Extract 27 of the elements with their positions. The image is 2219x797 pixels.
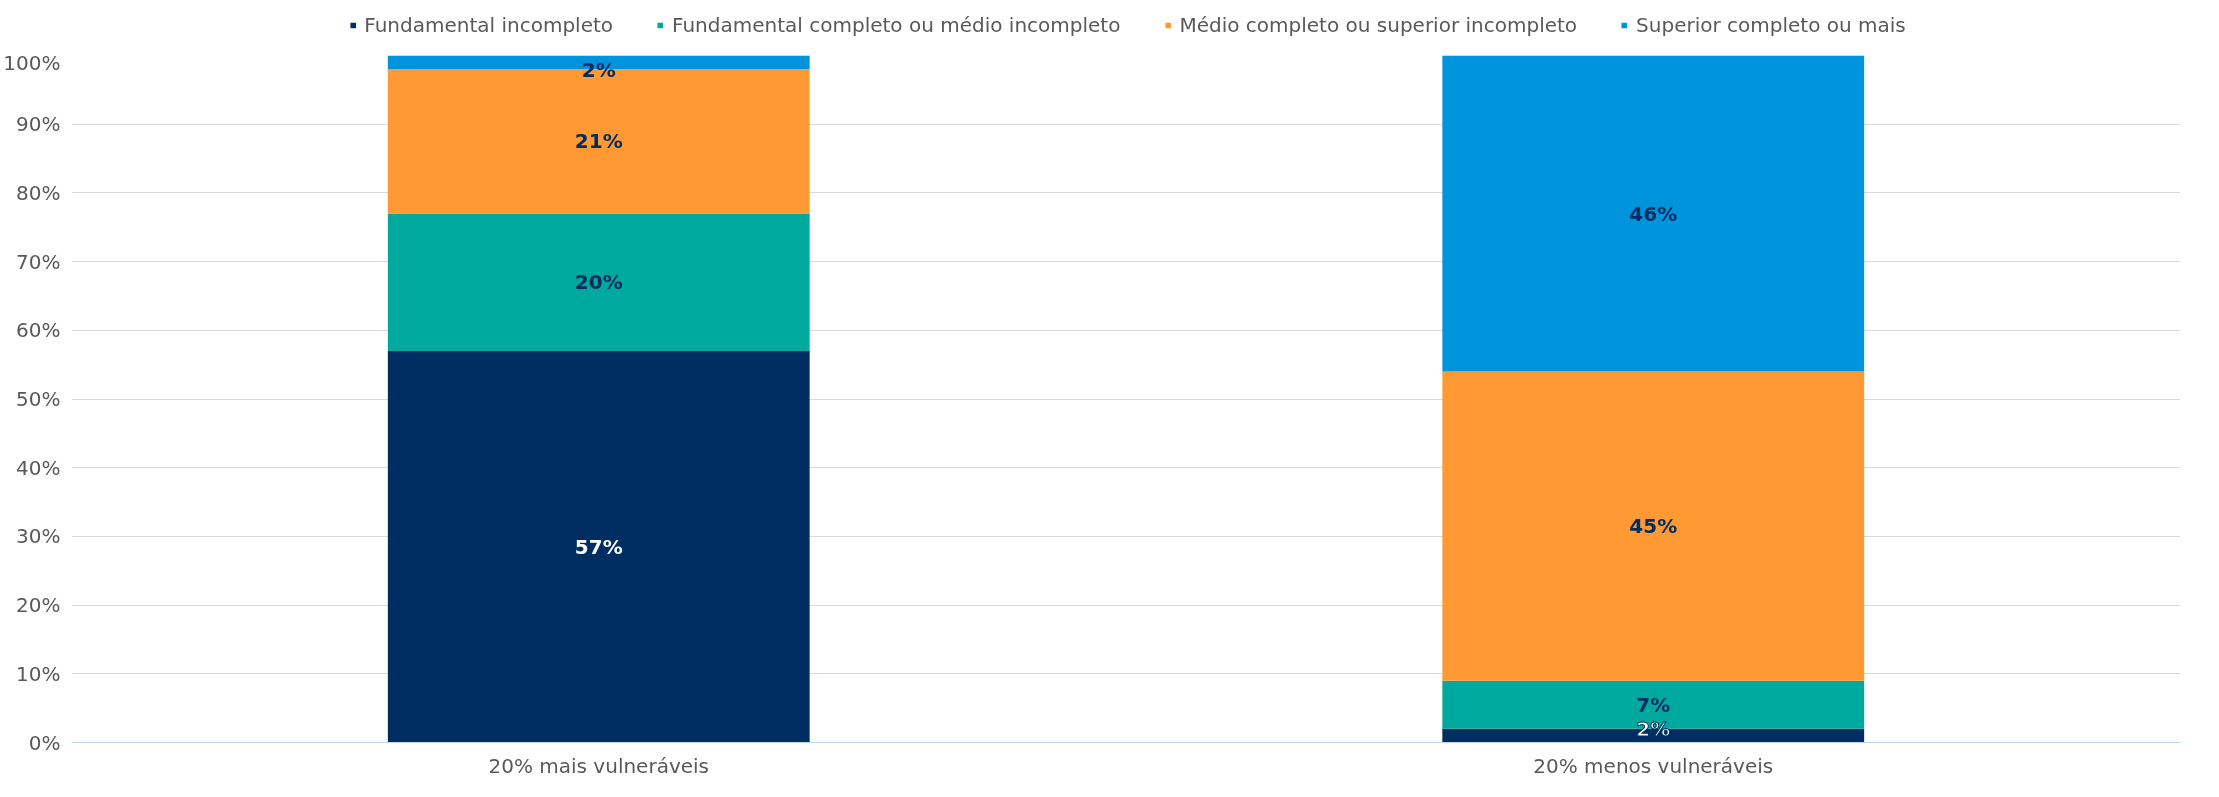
data-label: 45% (1629, 514, 1678, 539)
y-tick-label: 40% (16, 455, 61, 480)
x-tick-label: 20% menos vulneráveis (1533, 753, 1774, 778)
y-tick-label: 70% (16, 249, 61, 274)
legend-label: Superior completo ou mais (1636, 13, 1906, 37)
y-tick-label: 30% (16, 524, 61, 549)
x-tick-label: 20% mais vulneráveis (488, 753, 710, 778)
y-tick-label: 20% (16, 593, 61, 618)
data-label: 21% (574, 129, 623, 154)
legend-label: Fundamental incompleto (364, 13, 614, 37)
y-tick-label: 10% (16, 661, 61, 686)
y-tick-label: 50% (16, 387, 61, 411)
y-tick-label: 80% (16, 180, 61, 205)
data-label: 57% (574, 534, 623, 559)
y-tick-label: 100% (3, 50, 61, 75)
bar (1442, 55, 1865, 372)
y-tick-label: 90% (16, 112, 61, 137)
bar (387, 350, 810, 743)
data-label: 7% (1636, 692, 1671, 717)
y-tick-label: 60% (16, 318, 61, 343)
legend-label: Fundamental completo ou médio incompleto (672, 13, 1121, 37)
legend-label: Médio completo ou superior incompleto (1179, 13, 1578, 37)
bar (387, 213, 810, 351)
bar (1442, 371, 1865, 681)
data-label: 46% (1629, 201, 1678, 226)
y-tick-label: 0% (28, 730, 61, 755)
data-label: 20% (574, 270, 623, 295)
